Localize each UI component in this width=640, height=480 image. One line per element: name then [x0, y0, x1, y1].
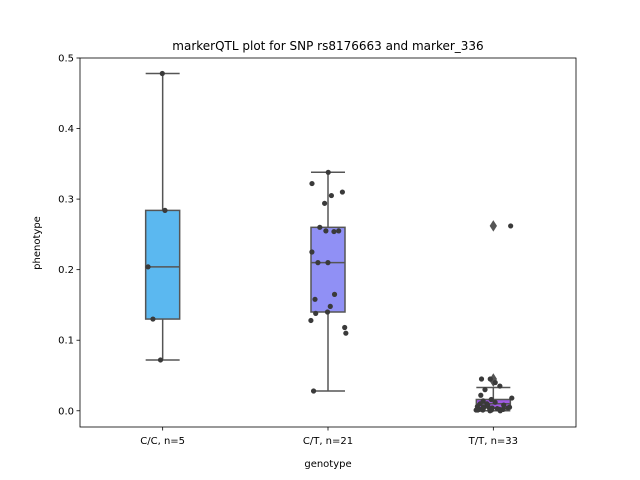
strip-group: [473, 223, 515, 414]
data-point: [505, 405, 511, 411]
x-tick-label: T/T, n=33: [468, 436, 518, 447]
y-tick-label: 0.5: [58, 54, 74, 65]
data-point: [310, 388, 317, 394]
data-point: [478, 376, 485, 382]
data-point: [487, 408, 493, 414]
data-point: [159, 70, 165, 77]
data-point: [342, 324, 348, 331]
y-tick-label: 0.0: [58, 406, 74, 417]
y-tick-label: 0.4: [58, 124, 74, 135]
x-tick-label: C/T, n=21: [303, 436, 353, 447]
data-point: [336, 228, 342, 234]
data-point: [327, 303, 333, 309]
data-point: [323, 228, 329, 234]
data-point: [312, 296, 318, 302]
data-point: [325, 260, 331, 266]
data-point: [313, 310, 319, 317]
x-tick-label: C/C, n=5: [140, 436, 185, 447]
data-point: [343, 330, 349, 336]
data-point: [492, 399, 498, 405]
y-axis-label: phenotype: [32, 216, 43, 270]
data-point: [509, 395, 515, 401]
data-point: [331, 228, 337, 235]
data-point: [492, 379, 498, 386]
data-point: [145, 264, 151, 270]
data-point: [322, 200, 328, 206]
x-axis: C/C, n=5 C/T, n=21 T/T, n=33: [140, 427, 518, 447]
box-group: [310, 171, 346, 392]
data-point: [473, 407, 479, 413]
flier: [489, 220, 498, 232]
strip-group: [145, 70, 168, 363]
y-axis: 0.0 0.1 0.2 0.3 0.4 0.5: [58, 54, 80, 417]
data-point: [324, 309, 331, 315]
x-axis-label: genotype: [304, 459, 351, 470]
data-point: [339, 189, 345, 195]
data-point: [317, 224, 323, 230]
data-point: [309, 180, 315, 187]
data-point: [150, 316, 156, 322]
box: [144, 209, 181, 320]
plot-area: [144, 70, 515, 414]
y-tick-label: 0.3: [58, 195, 74, 206]
strip-group: [308, 169, 349, 394]
y-tick-label: 0.1: [58, 336, 74, 347]
data-point: [308, 317, 314, 324]
data-point: [157, 357, 164, 363]
data-point: [328, 192, 334, 199]
data-point: [315, 260, 321, 266]
data-point: [478, 392, 484, 398]
data-point: [497, 383, 503, 389]
box-group: [144, 72, 181, 361]
data-point: [488, 396, 494, 403]
data-point: [309, 249, 315, 255]
data-point: [162, 207, 168, 213]
data-point: [508, 223, 514, 229]
data-point: [325, 169, 331, 175]
data-point: [497, 408, 503, 414]
chart-title: markerQTL plot for SNP rs8176663 and mar…: [172, 39, 483, 53]
data-point: [331, 291, 338, 297]
data-point: [480, 407, 486, 413]
y-tick-label: 0.2: [58, 265, 74, 276]
data-point: [501, 402, 507, 408]
data-point: [487, 376, 493, 382]
data-point: [482, 387, 488, 393]
